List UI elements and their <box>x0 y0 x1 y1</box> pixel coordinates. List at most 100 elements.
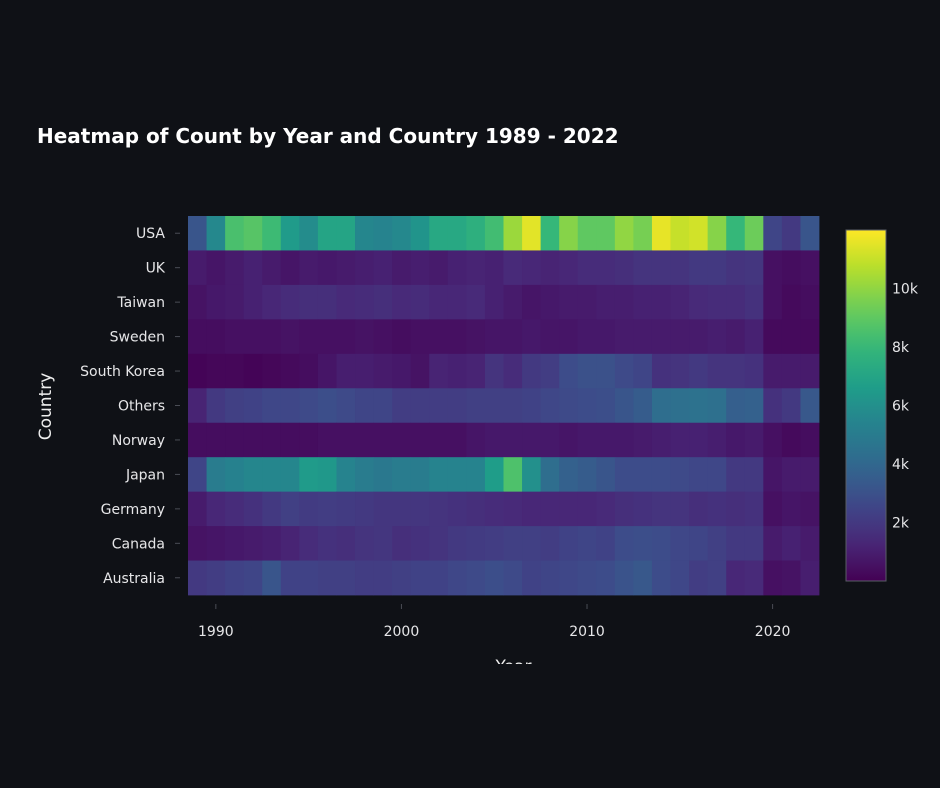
heatmap-cell <box>596 491 616 527</box>
heatmap-cell <box>633 388 653 424</box>
heatmap-cell <box>484 250 504 286</box>
heatmap-cell <box>781 388 801 424</box>
heatmap-cell <box>763 526 783 561</box>
heatmap-cell <box>726 216 746 251</box>
heatmap-cell <box>447 457 467 493</box>
heatmap-cell <box>781 353 801 389</box>
heatmap-cell <box>559 422 579 458</box>
heatmap-cell <box>540 388 560 424</box>
heatmap-cell <box>466 250 486 286</box>
heatmap-cell <box>522 250 542 286</box>
heatmap-cell <box>670 216 690 251</box>
heatmap-cell <box>410 353 430 389</box>
colorbar-tick-label: 2k <box>892 516 910 532</box>
heatmap-cell <box>392 319 412 355</box>
heatmap-cell <box>299 422 319 458</box>
heatmap-cell <box>410 422 430 458</box>
y-tick-label: Canada <box>112 536 165 552</box>
heatmap-cell <box>596 284 616 320</box>
colorbar-gradient <box>845 229 887 582</box>
heatmap-cell <box>726 319 746 355</box>
heatmap-cell <box>355 526 374 561</box>
heatmap-cell <box>355 560 374 596</box>
heatmap-cell <box>484 353 504 389</box>
heatmap-cell <box>707 422 727 458</box>
heatmap-cell <box>336 250 356 286</box>
heatmap-cell <box>355 422 374 458</box>
heatmap-cell <box>262 353 282 389</box>
heatmap-cell <box>503 284 523 320</box>
heatmap-cell <box>262 422 282 458</box>
heatmap-cell <box>614 422 634 458</box>
heatmap-cell <box>707 457 727 493</box>
heatmap-cell <box>410 250 430 286</box>
colorbar-tick-label: 4k <box>892 457 910 473</box>
heatmap-cell <box>225 319 245 355</box>
heatmap-cell <box>503 353 523 389</box>
heatmap-cell <box>355 216 374 251</box>
heatmap-cell <box>707 216 727 251</box>
heatmap-cell <box>577 388 597 424</box>
heatmap-cell <box>596 560 616 596</box>
heatmap-cell <box>243 388 263 424</box>
heatmap-cell <box>800 216 820 251</box>
heatmap-cell <box>614 388 634 424</box>
heatmap-cell <box>726 560 746 596</box>
heatmap-cell <box>633 353 653 389</box>
heatmap-cell <box>336 319 356 355</box>
heatmap-cell <box>447 216 467 251</box>
heatmap-cell <box>744 388 764 424</box>
heatmap-cell <box>707 560 727 596</box>
heatmap-cell <box>577 353 597 389</box>
heatmap-cell <box>188 457 207 493</box>
heatmap-cell <box>373 457 393 493</box>
heatmap-cell <box>651 284 671 320</box>
y-axis: USA UK Taiwan Sweden South Korea Others Norway… <box>80 226 180 587</box>
heatmap-cell <box>726 388 746 424</box>
heatmap-cell <box>188 422 207 458</box>
heatmap-cell <box>522 319 542 355</box>
heatmap-cell <box>540 526 560 561</box>
heatmap-cell <box>392 353 412 389</box>
heatmap-cell <box>577 457 597 493</box>
heatmap-cell <box>466 457 486 493</box>
heatmap-cell <box>484 216 504 251</box>
heatmap-cell <box>689 526 709 561</box>
heatmap-cell <box>484 526 504 561</box>
heatmap-cell <box>633 457 653 493</box>
heatmap-cell <box>466 284 486 320</box>
heatmap-cell <box>262 388 282 424</box>
heatmap-cell <box>373 216 393 251</box>
heatmap-cell <box>522 491 542 527</box>
heatmap-cell <box>596 319 616 355</box>
heatmap-cell <box>670 353 690 389</box>
heatmap-cell <box>429 388 449 424</box>
heatmap-cell <box>206 560 226 596</box>
y-tick-label: Japan <box>125 467 165 483</box>
heatmap-cell <box>392 388 412 424</box>
heatmap-cell <box>392 422 412 458</box>
heatmap-cell <box>633 284 653 320</box>
heatmap-cell <box>336 216 356 251</box>
heatmap-cell <box>503 526 523 561</box>
heatmap-cell <box>466 526 486 561</box>
heatmap-cell <box>670 560 690 596</box>
heatmap-cell <box>781 422 801 458</box>
heatmap-cell <box>262 526 282 561</box>
heatmap-cell <box>689 388 709 424</box>
heatmap-cell <box>243 457 263 493</box>
heatmap-cell <box>262 284 282 320</box>
heatmap-cell <box>336 526 356 561</box>
heatmap-cell <box>262 491 282 527</box>
heatmap-cell <box>744 319 764 355</box>
heatmap-cell <box>317 388 337 424</box>
heatmap-cell <box>225 560 245 596</box>
heatmap-cell <box>243 353 263 389</box>
heatmap-cell <box>503 560 523 596</box>
heatmap-cell <box>206 457 226 493</box>
heatmap-cell <box>336 560 356 596</box>
heatmap-cell <box>781 560 801 596</box>
heatmap-cell <box>651 422 671 458</box>
y-tick-label: Sweden <box>110 330 165 346</box>
heatmap-cell <box>651 250 671 286</box>
